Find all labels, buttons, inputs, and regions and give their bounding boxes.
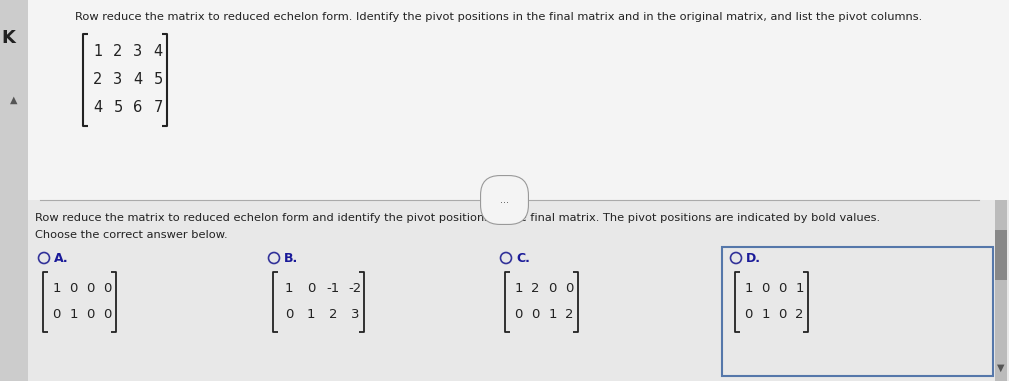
Text: 2: 2 [565,309,574,322]
Text: 1: 1 [285,282,294,296]
Text: 2: 2 [795,309,804,322]
Text: 0: 0 [565,282,574,296]
Text: D.: D. [746,251,761,264]
Bar [0,200,1009,381]
Text: 1: 1 [761,309,770,322]
Text: 6: 6 [133,101,142,115]
Text: ...: ... [500,195,509,205]
Text: 1: 1 [515,282,523,296]
Text: 0: 0 [762,282,770,296]
Text: 0: 0 [778,282,787,296]
Text: 2: 2 [329,309,337,322]
Bar [0,0,28,381]
Text: A.: A. [54,251,69,264]
Bar [0,0,1009,200]
Text: ▼: ▼ [997,363,1005,373]
Text: 0: 0 [745,309,753,322]
Text: 1: 1 [70,309,78,322]
Text: 4: 4 [94,101,103,115]
Bar [995,200,1007,381]
Text: 2: 2 [532,282,540,296]
Bar [722,247,993,376]
Text: 4: 4 [153,45,162,59]
Text: K: K [1,29,15,47]
Text: 0: 0 [285,309,294,322]
Text: 1: 1 [307,309,315,322]
Text: 1: 1 [548,309,557,322]
Text: Row reduce the matrix to reduced echelon form and identify the pivot positions i: Row reduce the matrix to reduced echelon… [35,213,880,223]
Text: 0: 0 [103,282,112,296]
Text: 2: 2 [113,45,123,59]
Text: 3: 3 [351,309,359,322]
Text: ▲: ▲ [10,95,18,105]
Text: C.: C. [516,251,530,264]
Text: B.: B. [284,251,299,264]
Text: 5: 5 [113,101,123,115]
Bar [995,230,1007,280]
Text: -2: -2 [348,282,361,296]
Text: 7: 7 [153,101,162,115]
Text: 1: 1 [745,282,753,296]
Text: 0: 0 [778,309,787,322]
Text: 3: 3 [113,72,122,88]
Text: 0: 0 [52,309,61,322]
Text: 0: 0 [87,309,95,322]
Text: 5: 5 [153,72,162,88]
Text: -1: -1 [326,282,340,296]
Text: 1: 1 [94,45,103,59]
Text: 0: 0 [548,282,557,296]
Text: 3: 3 [133,45,142,59]
Text: 2: 2 [93,72,103,88]
Text: 0: 0 [532,309,540,322]
Text: 0: 0 [307,282,315,296]
Text: 1: 1 [795,282,804,296]
Text: 0: 0 [70,282,78,296]
Text: 1: 1 [52,282,61,296]
Text: 0: 0 [515,309,523,322]
Text: Row reduce the matrix to reduced echelon form. Identify the pivot positions in t: Row reduce the matrix to reduced echelon… [75,12,922,22]
Text: 0: 0 [103,309,112,322]
Text: 4: 4 [133,72,142,88]
Text: 0: 0 [87,282,95,296]
Text: Choose the correct answer below.: Choose the correct answer below. [35,230,228,240]
